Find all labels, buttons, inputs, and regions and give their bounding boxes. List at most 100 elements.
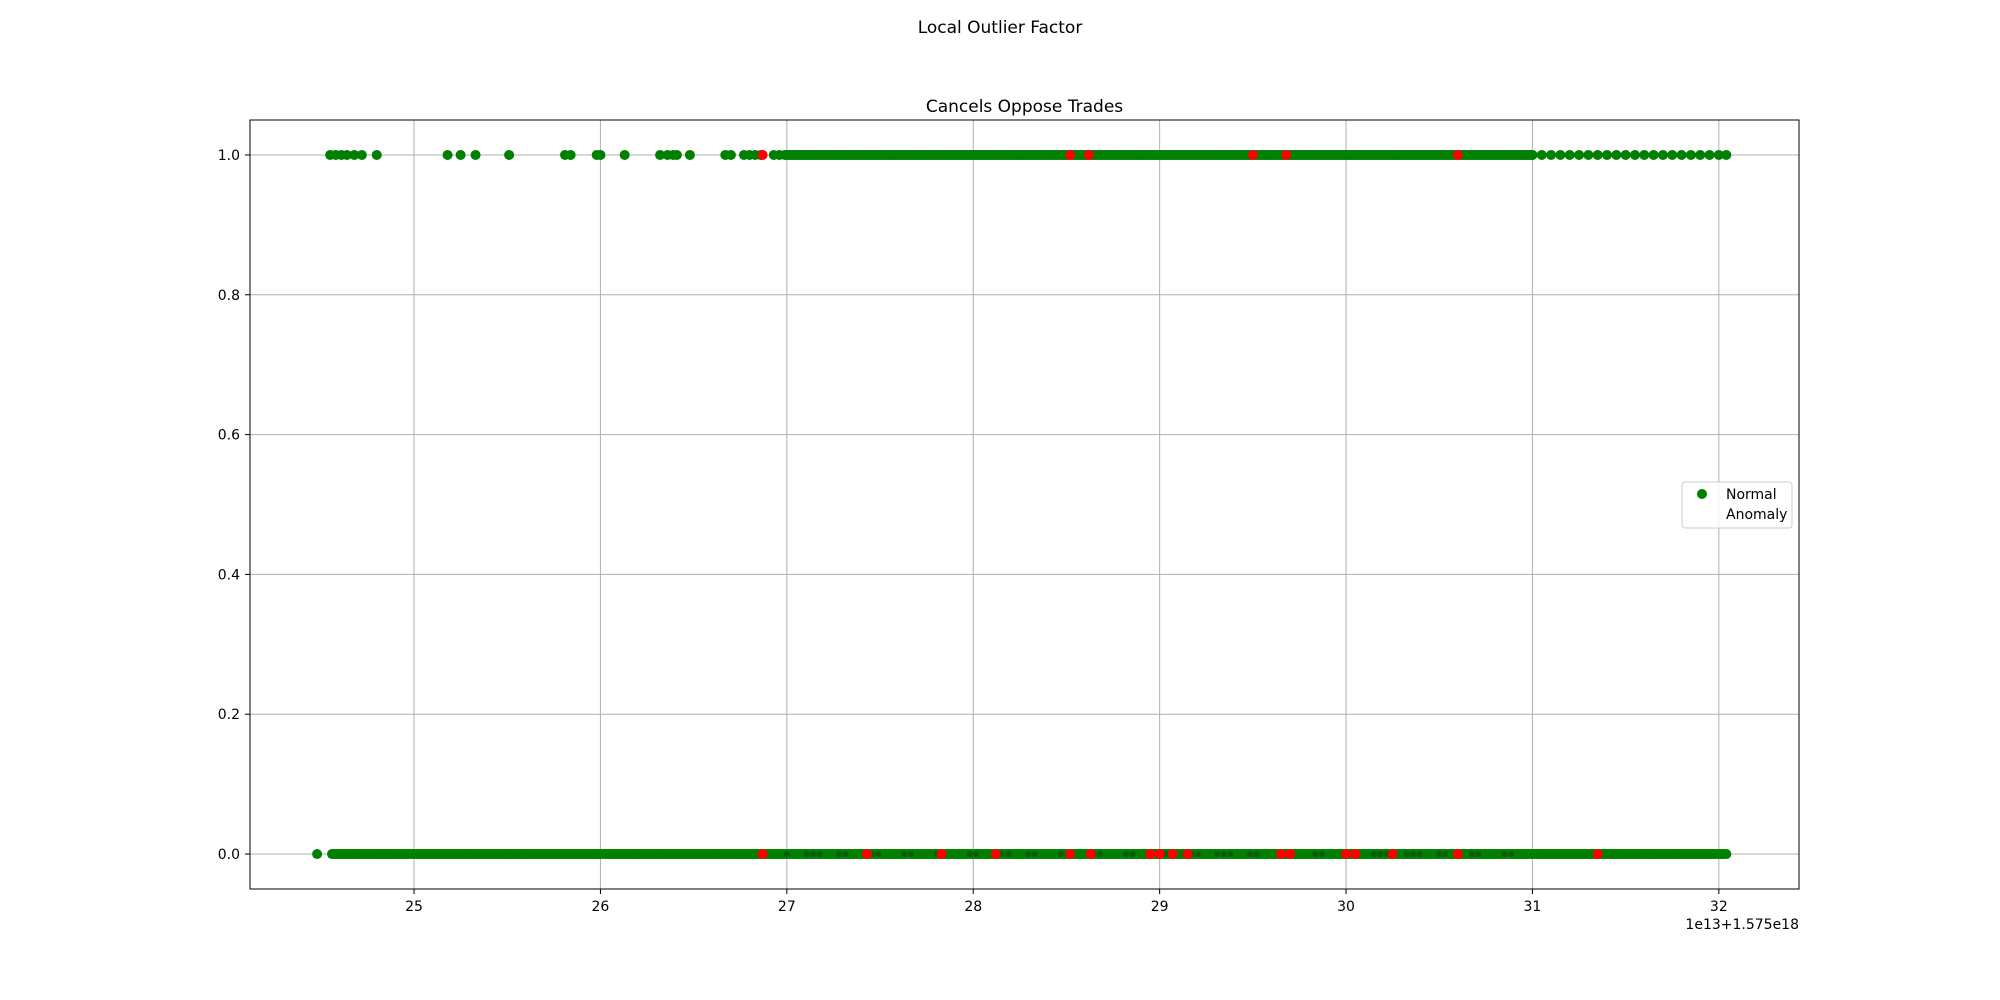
normal-point-edge xyxy=(842,851,849,858)
legend-anomaly-label: Anomaly xyxy=(1726,507,1787,523)
x-tick-label: 32 xyxy=(1710,899,1728,915)
normal-point-edge xyxy=(1247,851,1254,858)
normal-point xyxy=(356,149,367,160)
normal-point xyxy=(1602,149,1613,160)
anomaly-point xyxy=(757,149,768,160)
normal-point xyxy=(1721,149,1732,160)
normal-point-edge xyxy=(1475,851,1482,858)
plot-frame xyxy=(249,119,1800,890)
legend-normal-marker xyxy=(1697,489,1707,499)
grid-lines xyxy=(250,120,1799,889)
anomaly-point xyxy=(1154,849,1165,860)
anomaly-point xyxy=(1452,849,1463,860)
normal-point xyxy=(1592,149,1603,160)
y-tick-label: 0.0 xyxy=(218,847,240,863)
normal-point xyxy=(1721,849,1732,860)
normal-point xyxy=(1583,149,1594,160)
anomaly-point xyxy=(1341,849,1352,860)
normal-point xyxy=(312,849,323,860)
normal-point xyxy=(619,149,630,160)
normal-point xyxy=(504,149,515,160)
anomaly-point xyxy=(1247,149,1258,160)
normal-point-edge xyxy=(1377,851,1384,858)
normal-point-edge xyxy=(1410,851,1417,858)
normal-point xyxy=(655,149,666,160)
x-tick-label: 28 xyxy=(964,899,982,915)
legend: Normal Anomaly xyxy=(1681,481,1793,529)
normal-point-edge xyxy=(1096,851,1103,858)
normal-point xyxy=(1536,149,1547,160)
normal-point xyxy=(442,149,453,160)
anomaly-point xyxy=(1083,149,1094,160)
anomaly-point xyxy=(1167,849,1178,860)
normal-point xyxy=(1620,149,1631,160)
normal-point-edge xyxy=(1031,851,1038,858)
normal-point-edge xyxy=(1312,851,1319,858)
normal-point-edge xyxy=(1371,851,1378,858)
legend-normal-label: Normal xyxy=(1726,487,1777,503)
normal-point xyxy=(1611,149,1622,160)
normal-point xyxy=(671,149,682,160)
normal-point-edge xyxy=(1318,851,1325,858)
normal-point xyxy=(1713,149,1724,160)
anomaly-point xyxy=(1452,149,1463,160)
normal-point-edge xyxy=(803,851,810,858)
anomaly-point xyxy=(1285,849,1296,860)
normal-point-edge xyxy=(1436,851,1443,858)
y-tick-label: 0.2 xyxy=(218,707,240,723)
figure-suptitle: Local Outlier Factor xyxy=(918,18,1083,38)
y-tick-label: 1.0 xyxy=(218,148,240,164)
y-tick-label: 0.8 xyxy=(218,288,240,304)
normal-point-edge xyxy=(1220,851,1227,858)
y-tick-label: 0.6 xyxy=(218,428,240,444)
y-axis-ticks: 0.0 0.2 0.4 0.6 0.8 1.0 xyxy=(218,148,250,863)
x-tick-label: 29 xyxy=(1151,899,1169,915)
normal-point xyxy=(1527,149,1538,160)
normal-point xyxy=(1574,149,1585,160)
normal-point-edge xyxy=(1214,851,1221,858)
normal-point xyxy=(565,149,576,160)
normal-point-edge xyxy=(1194,851,1201,858)
normal-point-edge xyxy=(1227,851,1234,858)
normal-point xyxy=(1695,149,1706,160)
normal-point xyxy=(725,149,736,160)
normal-point-edge xyxy=(875,851,882,858)
normal-point xyxy=(1704,149,1715,160)
normal-point xyxy=(1639,149,1650,160)
anomaly-point xyxy=(1085,849,1096,860)
normal-point xyxy=(1685,149,1696,160)
x-tick-label: 31 xyxy=(1524,899,1542,915)
x-tick-label: 30 xyxy=(1337,899,1355,915)
normal-point-edge xyxy=(836,851,843,858)
normal-point-edge xyxy=(1005,851,1012,858)
normal-point xyxy=(1667,149,1678,160)
normal-point-edge xyxy=(966,851,973,858)
normal-point xyxy=(341,149,352,160)
normal-point xyxy=(1564,149,1575,160)
y-tick-label: 0.4 xyxy=(218,567,240,583)
normal-point-edge xyxy=(1129,851,1136,858)
x-tick-label: 25 xyxy=(405,899,423,915)
anomaly-point xyxy=(1182,849,1193,860)
normal-point xyxy=(595,149,606,160)
anomaly-point xyxy=(936,849,947,860)
normal-point-edge xyxy=(1501,851,1508,858)
normal-point xyxy=(1546,149,1557,160)
normal-point-edge xyxy=(1403,851,1410,858)
normal-point-edge xyxy=(1057,851,1064,858)
normal-point-edge xyxy=(907,851,914,858)
normal-point xyxy=(455,149,466,160)
normal-point-edge xyxy=(1508,851,1515,858)
normal-point-edge xyxy=(783,851,790,858)
anomaly-point xyxy=(990,849,1001,860)
x-tick-label: 27 xyxy=(778,899,796,915)
normal-point-edge xyxy=(1253,851,1260,858)
legend-frame xyxy=(1681,481,1793,529)
normal-point-edge xyxy=(1416,851,1423,858)
normal-point xyxy=(470,149,481,160)
anomaly-point xyxy=(1387,849,1398,860)
normal-point-edge xyxy=(1468,851,1475,858)
anomaly-point xyxy=(1065,849,1076,860)
scatter-points xyxy=(312,149,1732,860)
